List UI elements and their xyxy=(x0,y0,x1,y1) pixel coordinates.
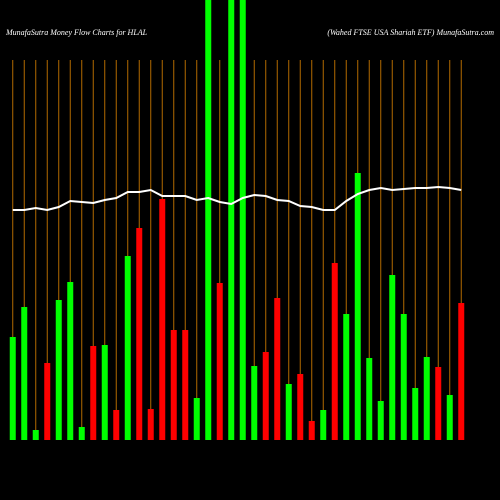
bar xyxy=(182,330,189,440)
bar xyxy=(101,345,108,440)
bar xyxy=(159,199,166,440)
bar xyxy=(458,303,465,440)
bar xyxy=(32,430,39,440)
bar xyxy=(55,300,62,440)
bar xyxy=(90,346,97,440)
bar xyxy=(308,421,315,440)
bar xyxy=(377,401,384,440)
bar xyxy=(331,263,338,440)
bar xyxy=(423,357,430,440)
bar xyxy=(136,228,143,440)
bar xyxy=(285,384,292,440)
bar xyxy=(262,352,269,440)
chart-subtitle: (Wahed FTSE USA Shariah ETF) MunafaSutra… xyxy=(327,28,494,37)
bar xyxy=(216,283,223,440)
bar xyxy=(228,0,235,440)
bar xyxy=(44,363,51,440)
bar xyxy=(124,256,131,440)
bar xyxy=(412,388,419,440)
bar xyxy=(170,330,177,440)
bar xyxy=(354,173,361,440)
bar xyxy=(78,427,85,440)
bar xyxy=(320,410,327,440)
price-line xyxy=(12,185,462,212)
bar xyxy=(205,0,212,440)
bar xyxy=(67,282,74,440)
bar xyxy=(147,409,154,440)
chart-title: MunafaSutra Money Flow Charts for HLAL xyxy=(5,28,148,37)
bar xyxy=(446,395,453,440)
bar xyxy=(274,298,281,440)
bar xyxy=(239,0,246,440)
bar xyxy=(400,314,407,440)
bar xyxy=(389,275,396,440)
bar xyxy=(435,367,442,440)
bar xyxy=(297,374,304,440)
bar xyxy=(343,314,350,440)
bar xyxy=(21,307,28,440)
bar xyxy=(193,398,200,440)
bar xyxy=(366,358,373,440)
bar xyxy=(9,337,16,440)
bar xyxy=(113,410,120,440)
bar xyxy=(251,366,258,440)
